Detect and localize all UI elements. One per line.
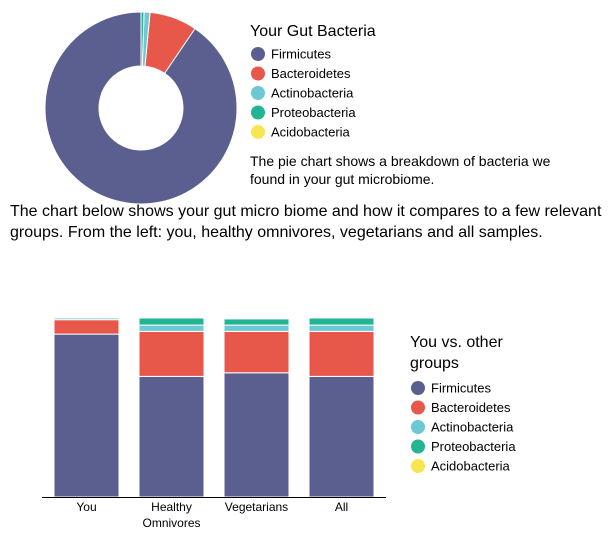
pie-legend-label-firmicutes: Firmicutes (271, 47, 331, 62)
pie-legend-swatch-proteobacteria (251, 105, 265, 120)
pie-slice-firmicutes (44, 11, 238, 205)
bar-segment-healthy-omnivores-actinobacteria (138, 324, 205, 332)
bar-segment-vegetarians-firmicutes (223, 372, 290, 498)
bar-segment-all-acidobacteria (308, 316, 375, 319)
pie-legend-swatch-bacteroidetes (251, 66, 265, 81)
bar-segment-vegetarians-acidobacteria (223, 317, 290, 320)
pie-legend-label-proteobacteria: Proteobacteria (271, 105, 356, 120)
bar-chart-title-line-1: You vs. other (410, 334, 503, 351)
bar-segment-all-actinobacteria (308, 324, 375, 332)
bar-segment-vegetarians-bacteroidetes (223, 330, 290, 374)
bar-segment-healthy-omnivores-bacteroidetes (138, 330, 205, 377)
pie-chart-title: Your Gut Bacteria (250, 23, 376, 40)
pie-legend-label-actinobacteria: Actinobacteria (271, 86, 354, 101)
pie-slice-proteobacteria (140, 11, 145, 67)
bar-segment-you-firmicutes (53, 333, 120, 498)
bar-legend-swatch-bacteroidetes (411, 400, 425, 415)
bar-segment-healthy-omnivores-acidobacteria (138, 316, 205, 319)
pie-legend-swatch-firmicutes (251, 47, 265, 61)
pie-legend-label-acidobacteria: Acidobacteria (271, 125, 351, 140)
bar-chart-title-line-2: groups (410, 355, 459, 372)
bar-segment-all-firmicutes (308, 375, 375, 498)
pie-legend-swatch-acidobacteria (251, 125, 265, 139)
pie-description: The pie chart shows a breakdown of bacte… (250, 153, 551, 187)
bar-legend-label-firmicutes: Firmicutes (431, 381, 491, 396)
bar-legend-label-proteobacteria: Proteobacteria (431, 439, 516, 454)
bar-legend-label-acidobacteria: Acidobacteria (431, 459, 511, 474)
bar-legend-label-bacteroidetes: Bacteroidetes (431, 400, 511, 415)
stacked-chart-intro: The chart below shows your gut micro bio… (10, 203, 602, 241)
pie-legend-swatch-actinobacteria (251, 86, 265, 100)
bar-legend-swatch-actinobacteria (411, 420, 425, 434)
bar-segment-healthy-omnivores-proteobacteria (138, 317, 205, 326)
pie-legend-label-bacteroidetes: Bacteroidetes (271, 66, 351, 81)
bar-segment-you-proteobacteria (53, 316, 120, 319)
bar-segment-vegetarians-proteobacteria (223, 318, 290, 326)
bar-segment-vegetarians-actinobacteria (223, 324, 290, 332)
bar-segment-all-bacteroidetes (308, 330, 375, 377)
x-tick-label-healthy-omnivores-line-1: Healthy (151, 500, 192, 514)
bar-legend-swatch-firmicutes (411, 381, 425, 395)
bar-segment-all-proteobacteria (308, 317, 375, 326)
bar-segment-healthy-omnivores-firmicutes (138, 375, 205, 498)
x-tick-label-all: All (335, 500, 348, 514)
x-tick-label-you: You (76, 500, 96, 514)
x-tick-label-vegetarians: Vegetarians (225, 500, 288, 514)
bar-segment-you-bacteroidetes (53, 319, 120, 335)
bar-legend-swatch-proteobacteria (411, 439, 425, 454)
bar-legend-swatch-acidobacteria (411, 459, 425, 473)
bar-legend-label-actinobacteria: Actinobacteria (431, 420, 514, 435)
x-tick-label-healthy-omnivores-line-2: Omnivores (142, 516, 200, 530)
